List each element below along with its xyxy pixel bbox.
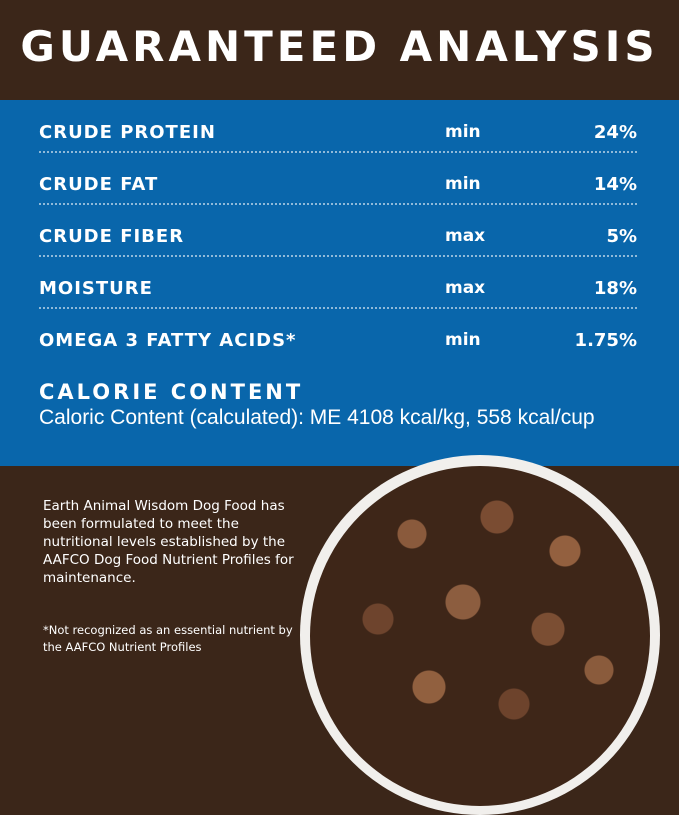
nutrient-qualifier: min [445, 174, 481, 194]
analysis-row: MOISTURE max 18% [39, 256, 637, 309]
nutrient-qualifier: min [445, 330, 481, 350]
nutrient-name: CRUDE FAT [39, 174, 159, 195]
analysis-row: CRUDE FAT min 14% [39, 152, 637, 205]
footnote: *Not recognized as an essential nutrient… [43, 623, 293, 654]
aafco-statement: Earth Animal Wisdom Dog Food has been fo… [43, 498, 294, 586]
nutrient-value: 24% [593, 122, 637, 143]
nutrient-value: 1.75% [574, 330, 637, 351]
nutrient-qualifier: min [445, 122, 481, 142]
dotted-divider [39, 203, 637, 205]
dotted-divider [39, 307, 637, 309]
page-title: GUARANTEED ANALYSIS [20, 22, 659, 71]
dotted-divider [39, 255, 637, 257]
calorie-heading: CALORIE CONTENT [39, 380, 304, 404]
analysis-row: OMEGA 3 FATTY ACIDS* min 1.75% [39, 308, 637, 360]
analysis-row: CRUDE PROTEIN min 24% [39, 100, 637, 153]
nutrient-qualifier: max [445, 226, 486, 246]
kibble-image [310, 466, 650, 806]
nutrient-name: CRUDE FIBER [39, 226, 185, 247]
dotted-divider [39, 151, 637, 153]
nutrient-value: 14% [593, 174, 637, 195]
nutrient-name: MOISTURE [39, 278, 153, 299]
nutrient-value: 18% [593, 278, 637, 299]
analysis-row: CRUDE FIBER max 5% [39, 204, 637, 257]
nutrient-qualifier: max [445, 278, 486, 298]
nutrient-name: OMEGA 3 FATTY ACIDS* [39, 330, 297, 351]
nutrient-value: 5% [606, 226, 637, 247]
calorie-text: Caloric Content (calculated): ME 4108 kc… [39, 406, 595, 429]
analysis-panel [0, 100, 679, 466]
nutrient-name: CRUDE PROTEIN [39, 122, 216, 143]
